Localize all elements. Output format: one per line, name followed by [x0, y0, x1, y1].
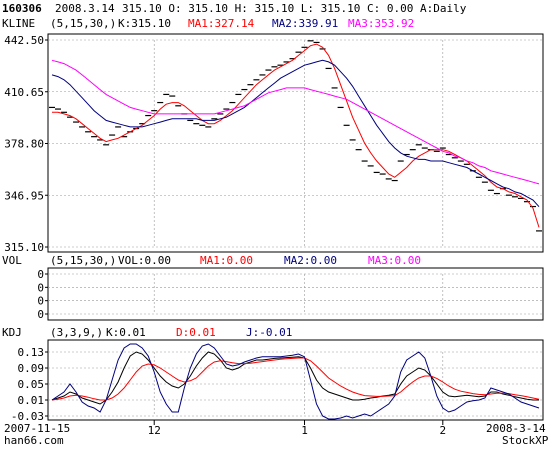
kline-title: KLINE	[2, 17, 35, 30]
y-tick-label: 410.65	[4, 86, 44, 99]
vol-ma3-label: MA3:0.00	[368, 254, 421, 267]
vol-ma2-label: MA2:0.00	[284, 254, 337, 267]
vol-value-label: VOL:0.00	[118, 254, 171, 267]
x-tick-label: 2	[439, 424, 446, 437]
y-tick-label: 0	[37, 308, 44, 321]
kdj-panel: KDJ (3,3,9,) K:0.01 D:0.01 J:-0.01 0.13 0…	[2, 326, 544, 423]
y-tick-label: 0.05	[18, 378, 45, 391]
vol-ma1-label: MA1:0.00	[200, 254, 253, 267]
source-right: StockXP	[502, 434, 549, 447]
kline-frame	[47, 33, 544, 253]
start-date: 2007-11-15	[4, 422, 70, 435]
series-line-ma2	[51, 59, 540, 208]
y-tick-label: 0.01	[18, 394, 45, 407]
vol-title: VOL	[2, 254, 22, 267]
y-tick-label: 346.95	[4, 189, 44, 202]
kdj-title: KDJ	[2, 326, 22, 339]
series-line-ma1	[52, 43, 540, 228]
y-tick-label: 315.10	[4, 241, 44, 254]
kdj-k-label: K:0.01	[106, 326, 146, 339]
kline-ma1-label: MA1:327.14	[188, 17, 255, 30]
source-left: han66.com	[4, 434, 64, 447]
kline-panel: KLINE (5,15,30,) K:315.10 MA1:327.14 MA2…	[2, 17, 544, 254]
kline-ma3-label: MA3:353.92	[348, 17, 414, 30]
y-tick-label: 0.09	[18, 362, 45, 375]
kline-ma2-label: MA2:339.91	[272, 17, 338, 30]
header-ohlc: 315.10 O: 315.10 H: 315.10 L: 315.10 C: …	[122, 2, 467, 15]
kdj-frame	[47, 339, 544, 421]
y-tick-label: -0.03	[11, 410, 44, 423]
vol-params: (5,15,30,)	[50, 254, 116, 267]
kdj-j-label: J:-0.01	[246, 326, 292, 339]
y-tick-label: 0	[37, 268, 44, 281]
x-tick-label: 12	[148, 424, 161, 437]
kline-params: (5,15,30,)	[50, 17, 116, 30]
x-tick-label: 1	[301, 424, 308, 437]
y-tick-label: 378.80	[4, 138, 44, 151]
vol-panel: VOL (5,15,30,) VOL:0.00 MA1:0.00 MA2:0.0…	[2, 254, 544, 321]
y-tick-label: 0.13	[18, 346, 45, 359]
kline-k-label: K:315.10	[118, 17, 171, 30]
y-tick-label: 0	[37, 295, 44, 308]
stock-code: 160306	[2, 2, 42, 15]
vol-frame	[47, 267, 544, 321]
series-line-d	[51, 357, 540, 401]
series-line-k	[51, 351, 539, 405]
end-date: 2008-3-14	[486, 422, 546, 435]
y-tick-label: 442.50	[4, 34, 44, 47]
kdj-d-label: D:0.01	[176, 326, 216, 339]
y-tick-label: 0	[37, 281, 44, 294]
kdj-params: (3,3,9,)	[50, 326, 103, 339]
series-line-ma3	[51, 59, 540, 185]
series-line-j	[51, 343, 540, 420]
header-date: 2008.3.14	[55, 2, 115, 15]
